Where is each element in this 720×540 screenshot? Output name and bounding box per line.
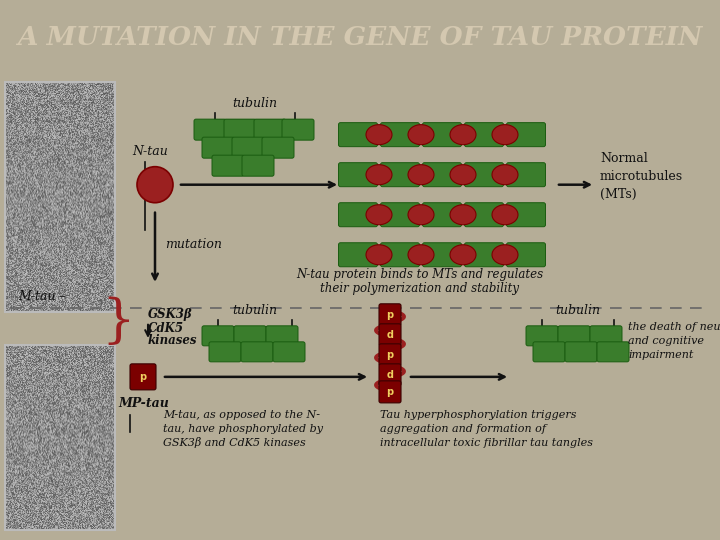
FancyBboxPatch shape [380,243,420,267]
FancyBboxPatch shape [282,119,314,140]
FancyBboxPatch shape [423,202,462,227]
FancyBboxPatch shape [232,137,264,158]
FancyBboxPatch shape [533,342,565,362]
FancyBboxPatch shape [565,342,597,362]
Circle shape [137,167,173,202]
Ellipse shape [366,165,392,185]
FancyBboxPatch shape [338,123,377,147]
Text: Tau hyperphosphorylation triggers: Tau hyperphosphorylation triggers [380,410,577,420]
FancyBboxPatch shape [506,123,546,147]
Ellipse shape [450,245,476,265]
Text: and cognitive: and cognitive [628,336,704,346]
FancyBboxPatch shape [130,364,156,390]
FancyBboxPatch shape [558,326,590,346]
FancyBboxPatch shape [254,119,286,140]
FancyBboxPatch shape [241,342,273,362]
Ellipse shape [450,165,476,185]
FancyBboxPatch shape [597,342,629,362]
FancyBboxPatch shape [338,163,377,187]
Ellipse shape [450,205,476,225]
FancyBboxPatch shape [423,243,462,267]
FancyBboxPatch shape [234,326,266,346]
FancyBboxPatch shape [379,324,401,346]
FancyBboxPatch shape [202,137,234,158]
Ellipse shape [408,245,434,265]
FancyBboxPatch shape [379,304,401,326]
Ellipse shape [408,125,434,145]
Text: N-tau: N-tau [132,145,168,158]
Text: tubulin: tubulin [233,304,277,317]
FancyBboxPatch shape [202,326,234,346]
Ellipse shape [366,245,392,265]
Ellipse shape [492,245,518,265]
FancyBboxPatch shape [506,243,546,267]
FancyBboxPatch shape [380,123,420,147]
FancyBboxPatch shape [379,381,401,403]
Text: N-tau protein binds to MTs and regulates: N-tau protein binds to MTs and regulates [297,268,544,281]
Text: p: p [387,350,394,360]
FancyBboxPatch shape [506,163,546,187]
Text: mutation: mutation [165,238,222,251]
Ellipse shape [492,205,518,225]
Text: kinases: kinases [148,334,197,347]
Text: (MTs): (MTs) [600,188,636,201]
Text: p: p [387,310,394,320]
FancyBboxPatch shape [380,163,420,187]
Text: tubulin: tubulin [233,97,277,110]
FancyBboxPatch shape [423,123,462,147]
Text: M-tau –: M-tau – [18,290,66,303]
Text: impairment: impairment [628,350,693,360]
FancyBboxPatch shape [380,202,420,227]
Ellipse shape [366,125,392,145]
FancyBboxPatch shape [212,155,244,176]
FancyBboxPatch shape [464,243,503,267]
Ellipse shape [492,125,518,145]
FancyBboxPatch shape [379,364,401,386]
Text: p: p [387,387,394,397]
FancyBboxPatch shape [379,344,401,366]
Text: their polymerization and stability: their polymerization and stability [320,282,520,295]
FancyBboxPatch shape [242,155,274,176]
FancyBboxPatch shape [506,202,546,227]
Text: CdK5: CdK5 [148,322,184,335]
FancyBboxPatch shape [464,202,503,227]
Text: the death of neurons: the death of neurons [628,322,720,332]
Ellipse shape [450,125,476,145]
Text: p: p [140,372,147,382]
Text: MP-tau: MP-tau [118,397,169,410]
Text: d: d [387,370,394,380]
FancyBboxPatch shape [224,119,256,140]
Text: A MUTATION IN THE GENE OF TAU PROTEIN: A MUTATION IN THE GENE OF TAU PROTEIN [17,25,703,50]
Ellipse shape [408,205,434,225]
Ellipse shape [492,165,518,185]
FancyBboxPatch shape [526,326,558,346]
Text: GSK3β: GSK3β [148,308,193,321]
Ellipse shape [366,205,392,225]
Text: tubulin: tubulin [556,304,600,317]
FancyBboxPatch shape [209,342,241,362]
FancyBboxPatch shape [338,202,377,227]
Text: M-tau, as opposed to the N-: M-tau, as opposed to the N- [163,410,320,420]
FancyBboxPatch shape [338,243,377,267]
FancyBboxPatch shape [590,326,622,346]
Ellipse shape [408,165,434,185]
Text: }: } [102,296,135,347]
FancyBboxPatch shape [423,163,462,187]
FancyBboxPatch shape [273,342,305,362]
Text: aggregation and formation of: aggregation and formation of [380,424,546,434]
FancyBboxPatch shape [194,119,226,140]
Text: Normal: Normal [600,152,648,165]
Text: d: d [387,330,394,340]
Text: GSK3β and CdK5 kinases: GSK3β and CdK5 kinases [163,437,306,448]
Text: intracellular toxic fibrillar tau tangles: intracellular toxic fibrillar tau tangle… [380,438,593,448]
FancyBboxPatch shape [266,326,298,346]
FancyBboxPatch shape [464,163,503,187]
FancyBboxPatch shape [464,123,503,147]
FancyBboxPatch shape [262,137,294,158]
Text: tau, have phosphorylated by: tau, have phosphorylated by [163,424,323,434]
Text: microtubules: microtubules [600,170,683,183]
